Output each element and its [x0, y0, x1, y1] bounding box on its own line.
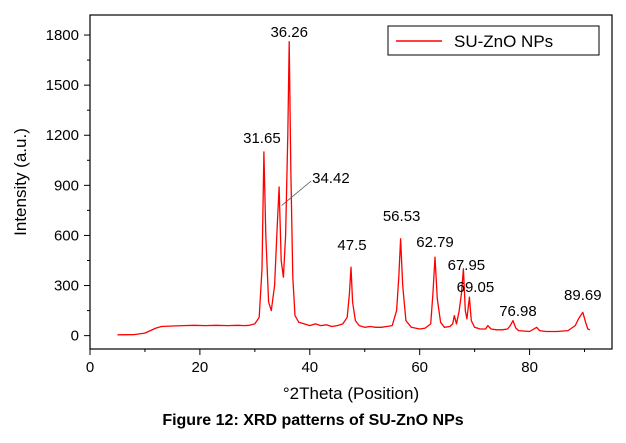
peak-label-31.65: 31.65 [243, 130, 281, 147]
peak-label-62.79: 62.79 [416, 234, 454, 251]
y-tick-label: 1500 [46, 77, 79, 94]
annotation-leader-34.42 [281, 180, 312, 206]
plot-area [89, 14, 613, 350]
y-tick-label: 600 [54, 227, 79, 244]
peak-label-67.95: 67.95 [448, 257, 486, 274]
legend: SU-ZnO NPs [387, 25, 600, 56]
peak-label-56.53: 56.53 [383, 208, 421, 225]
peak-annotations: 36.26 31.65 34.42 47.5 56.53 62.79 67.95 69.057… [243, 24, 601, 320]
y-axis: 0 300 600 900 1200 1500 1800 [46, 27, 90, 345]
y-tick-label: 1800 [46, 27, 79, 44]
peak-label-89.69: 89.69 [564, 287, 602, 304]
y-tick-label: 900 [54, 177, 79, 194]
y-tick-label: 300 [54, 278, 79, 295]
peak-label-47.5: 47.5 [337, 237, 366, 254]
y-axis-title: Intensity (a.u.) [11, 128, 30, 236]
legend-entry-su-zno-nps: SU-ZnO NPs [454, 32, 553, 51]
x-axis: 0 20 40 60 80 [86, 349, 586, 376]
peak-label-34.42: 34.42 [312, 170, 350, 187]
x-tick-label: 80 [521, 359, 538, 376]
series-line-su-zno-nps [117, 41, 591, 336]
x-axis-title: °2Theta (Position) [283, 384, 419, 403]
x-tick-label: 20 [192, 359, 209, 376]
peak-label-36.26: 36.26 [270, 24, 308, 41]
x-tick-label: 60 [411, 359, 428, 376]
x-tick-label: 0 [86, 359, 94, 376]
x-tick-label: 40 [301, 359, 318, 376]
peak-label-76.98: 76.98 [499, 303, 537, 320]
y-tick-label: 0 [71, 328, 79, 345]
peak-label-69.05: 69.05 [457, 279, 495, 296]
xrd-chart: 0 20 40 60 80 0 300 600 900 1200 1500 1800 36.26 31… [11, 14, 613, 403]
y-tick-label: 1200 [46, 127, 79, 144]
figure-caption: Figure 12: XRD patterns of SU-ZnO NPs [162, 412, 464, 429]
